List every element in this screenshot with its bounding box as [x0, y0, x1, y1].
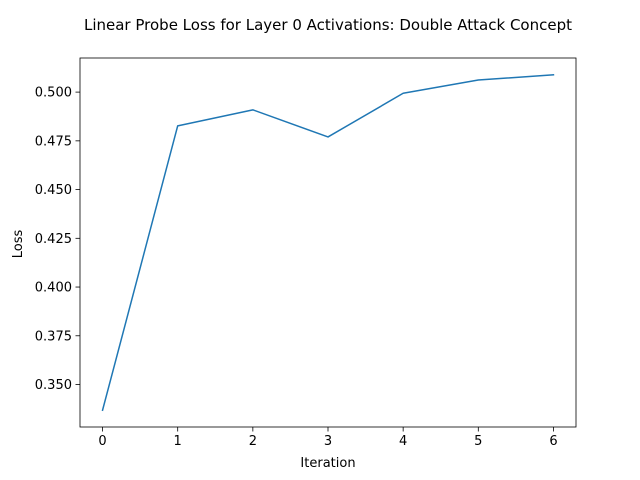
x-tick-label: 5 [474, 434, 482, 449]
x-axis-ticks: 0 1 2 3 4 5 6 [98, 427, 558, 449]
y-tick-label: 0.425 [35, 232, 72, 247]
y-tick-label: 0.475 [35, 134, 72, 149]
x-tick-label: 1 [174, 434, 182, 449]
x-axis-label: Iteration [300, 456, 355, 471]
x-tick-label: 4 [399, 434, 407, 449]
axes-frame [79, 57, 577, 428]
chart-title: Linear Probe Loss for Layer 0 Activation… [84, 16, 572, 34]
y-tick-label: 0.375 [35, 329, 72, 344]
x-tick-label: 0 [98, 434, 106, 449]
y-axis-ticks: 0.350 0.375 0.400 0.425 0.450 0.475 0.500 [35, 86, 80, 393]
x-tick-label: 3 [324, 434, 332, 449]
plot-area [79, 57, 577, 428]
y-axis-label: Loss [11, 230, 26, 259]
x-tick-label: 6 [549, 434, 557, 449]
y-tick-label: 0.450 [35, 183, 72, 198]
x-tick-label: 2 [249, 434, 257, 449]
y-tick-label: 0.350 [35, 378, 72, 393]
y-tick-label: 0.400 [35, 281, 72, 296]
y-tick-label: 0.500 [35, 86, 72, 101]
series-line-0 [101, 73, 555, 412]
